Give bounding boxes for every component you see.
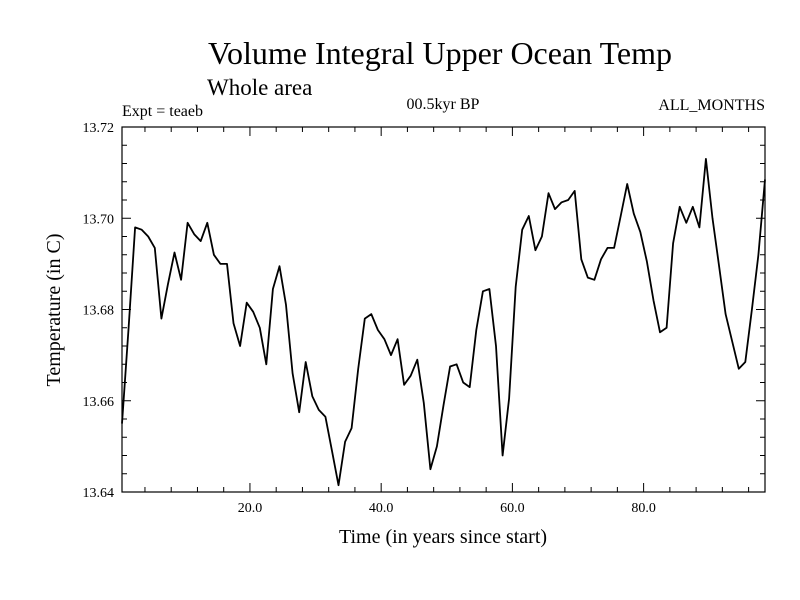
chart-title: Volume Integral Upper Ocean Temp bbox=[208, 35, 672, 71]
y-tick-label: 13.70 bbox=[83, 212, 115, 227]
header-center-label: 00.5kyr BP bbox=[407, 96, 480, 113]
x-axis-label: Time (in years since start) bbox=[339, 526, 547, 548]
x-tick-label: 80.0 bbox=[631, 501, 656, 516]
y-tick-label: 13.64 bbox=[83, 486, 115, 501]
x-tick-label: 20.0 bbox=[238, 501, 263, 516]
x-tick-label: 60.0 bbox=[500, 501, 525, 516]
x-tick-label: 40.0 bbox=[369, 501, 394, 516]
series-line bbox=[121, 157, 766, 487]
header-right-label: ALL_MONTHS bbox=[658, 97, 765, 114]
series-layer bbox=[121, 157, 766, 487]
y-tick-label: 13.68 bbox=[83, 304, 115, 319]
y-tick-label: 13.72 bbox=[83, 121, 115, 136]
chart-subtitle: Whole area bbox=[207, 75, 312, 100]
y-tick-label: 13.66 bbox=[83, 395, 115, 410]
header-left-label: Expt = teaeb bbox=[122, 103, 203, 120]
axis-ticks: 20.0 40.0 60.0 80.0 13.64 13.66 13.68 13.70 13.7… bbox=[83, 121, 765, 516]
y-axis-label: Temperature (in C) bbox=[43, 234, 65, 387]
